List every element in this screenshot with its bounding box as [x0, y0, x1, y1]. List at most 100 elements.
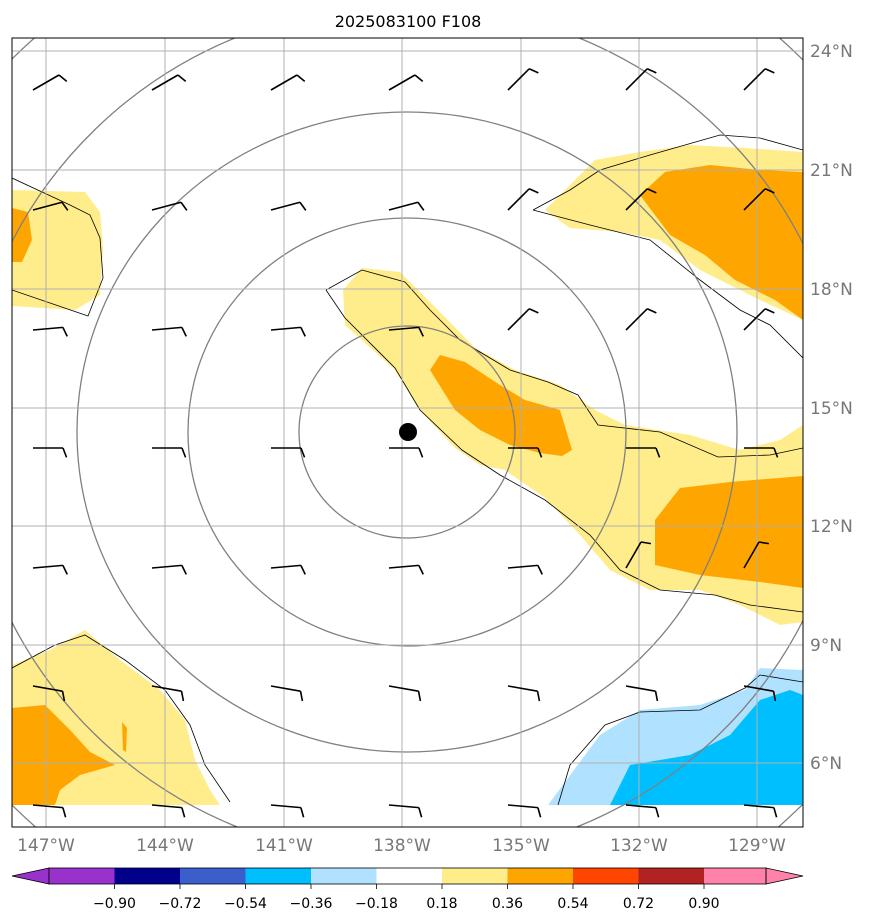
lat-label: 12°N [810, 517, 853, 537]
wind-barb-staff [743, 541, 760, 569]
wind-barb-feather [646, 68, 657, 74]
wind-barb-staff [151, 201, 182, 211]
wind-barb-feather [417, 201, 425, 211]
wind-barb-feather [417, 691, 422, 702]
wind-barb-staff [388, 74, 416, 91]
colorbar-bin [49, 868, 115, 884]
lat-label: 6°N [810, 754, 842, 774]
wind-barb-feather [418, 565, 424, 575]
colorbar-tick-label: 0.90 [688, 896, 719, 912]
colorbar-bin [180, 868, 246, 884]
wind-barb-feather [300, 327, 306, 337]
storm-center-marker [399, 423, 417, 441]
wind-barb-feather [528, 68, 539, 74]
lat-label: 9°N [810, 636, 842, 656]
wind-barb-staff [507, 564, 538, 569]
wind-barb-feather [177, 74, 187, 82]
wind-barb-staff [151, 326, 182, 331]
wind-barb-staff [388, 201, 419, 211]
wind-barb-feather [654, 691, 659, 702]
colorbar-tick-label: 0.36 [492, 896, 523, 912]
wind-barb-staff [32, 564, 63, 569]
wind-barb-staff [388, 804, 419, 809]
wind-barb-staff [507, 308, 530, 331]
wind-barb-feather [180, 201, 188, 211]
colorbar-tick-label: 0.54 [557, 896, 588, 912]
wind-barb-staff [32, 201, 63, 211]
colorbar-bin [114, 868, 180, 884]
orange-spot-southwest [122, 722, 127, 752]
wind-barb-feather [300, 807, 305, 818]
wind-barb-staff [625, 685, 656, 692]
wind-barb-feather [296, 74, 306, 82]
wind-barb-staff [388, 685, 419, 692]
wind-barb-feather [414, 74, 424, 82]
wind-barb-feather [181, 565, 187, 575]
longitude-labels: 147°W 144°W 141°W 138°W 135°W 132°W 129°… [17, 836, 786, 856]
latitude-labels: 24°N 21°N 18°N 15°N 12°N 9°N 6°N [810, 42, 853, 774]
wind-barb-feather [300, 565, 306, 575]
wind-barb-staff [270, 804, 301, 809]
wind-barb-feather [299, 201, 307, 211]
wind-barb-staff [270, 326, 301, 331]
wind-barb-feather [181, 807, 186, 818]
wind-barb-feather [181, 447, 187, 458]
orange-region-southwest [12, 705, 115, 805]
wind-barb-staff [625, 804, 656, 809]
lat-label: 15°N [810, 399, 853, 419]
wind-barb-feather [646, 308, 657, 314]
colorbar-max-extend [765, 867, 804, 885]
wind-barb-feather [764, 68, 775, 74]
wind-barb-staff [743, 68, 766, 91]
lon-label: 144°W [136, 836, 194, 856]
wind-barb-staff [32, 74, 60, 91]
wind-barb-staff [270, 564, 301, 569]
lon-label: 147°W [17, 836, 75, 856]
wind-barb-feather [758, 541, 769, 545]
wind-barb-feather [772, 691, 777, 702]
wind-barb-staff [32, 685, 63, 692]
orange-region-west [12, 208, 32, 262]
colorbar-min-extend [11, 867, 50, 885]
wind-barb-staff [507, 685, 538, 692]
wind-barb-staff [743, 685, 774, 692]
wind-barb-staff [743, 188, 766, 211]
range-ring-2 [187, 217, 627, 647]
wind-barbs [32, 68, 779, 818]
wind-barb-feather [764, 188, 775, 194]
fill-positive-low [12, 145, 803, 805]
wind-barb-feather [537, 565, 543, 575]
wind-barb-feather [528, 308, 539, 314]
colorbar-bin [638, 868, 704, 884]
wind-barb-staff [270, 685, 301, 692]
orange-region-east [655, 476, 803, 588]
wind-barb-feather [418, 447, 424, 458]
wind-barb-staff [625, 308, 648, 331]
colorbar-tick-label: −0.72 [159, 896, 202, 912]
lon-label: 132°W [610, 836, 668, 856]
range-ring-1 [298, 325, 516, 539]
orange-region-central [430, 355, 572, 456]
wind-barb-feather [418, 807, 423, 818]
wind-barb-staff [270, 201, 301, 211]
wind-barb-feather [62, 565, 68, 575]
colorbar-tick-label: 0.72 [623, 896, 654, 912]
wind-barb-feather [655, 807, 660, 818]
colorbar-tick-label: −0.36 [290, 896, 333, 912]
colorbar-tick-label: 0.18 [426, 896, 457, 912]
wind-barb-staff [270, 74, 298, 91]
wind-barb-feather [58, 74, 68, 82]
wind-barb-feather [773, 447, 779, 458]
wind-barb-feather [655, 447, 661, 458]
colorbar-bin [311, 868, 377, 884]
orange-region-northeast [640, 165, 803, 320]
wind-barb-feather [537, 447, 543, 458]
lon-label: 138°W [373, 836, 431, 856]
wind-barb-staff [151, 74, 179, 91]
wind-barb-staff [507, 68, 530, 91]
colorbar-tick-label: −0.54 [224, 896, 267, 912]
wind-barb-feather [528, 188, 539, 194]
lat-label: 24°N [810, 42, 853, 62]
